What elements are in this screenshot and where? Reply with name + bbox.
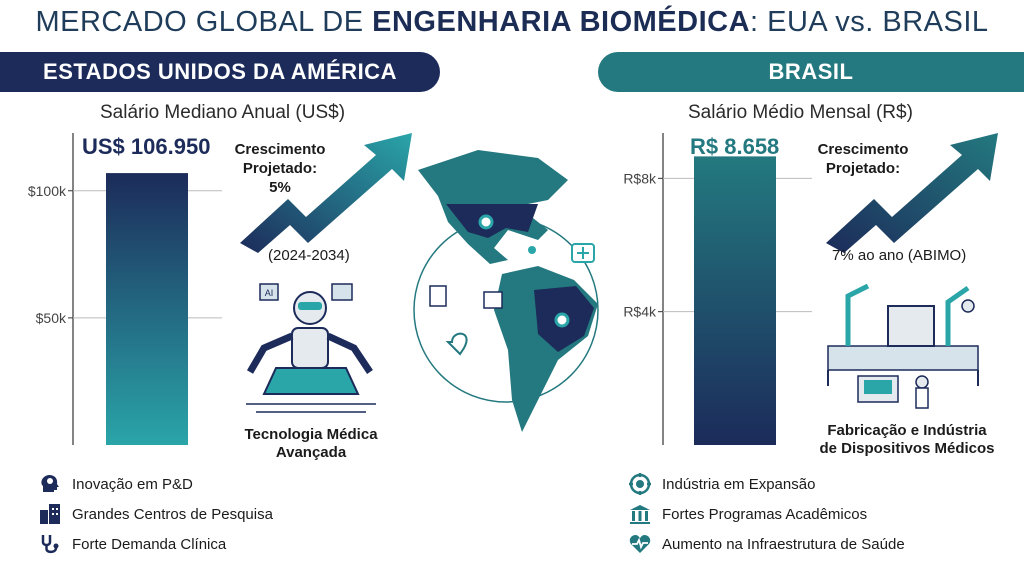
br-illustration-caption: Fabricação e Indústria de Dispositivos M…	[819, 422, 995, 457]
y-tick-label: R$4k	[623, 304, 657, 320]
y-tick-label: $100k	[28, 183, 67, 199]
us-salary-value: US$ 106.950	[82, 134, 211, 159]
y-tick-label: R$8k	[623, 170, 657, 186]
us-illustration-caption: Tecnologia Médica Avançada	[244, 426, 378, 461]
br-feature-list: Indústria em Expansão Fortes Programas A…	[628, 472, 905, 556]
br-feature-label: Indústria em Expansão	[662, 475, 816, 493]
br-growth-label: Crescimento Projetado:	[817, 141, 909, 177]
us-chart-title: Salário Mediano Anual (US$)	[100, 102, 346, 123]
us-feature-label: Forte Demanda Clínica	[72, 535, 227, 553]
br-feature-item: Indústria em Expansão	[628, 472, 905, 496]
us-feature-item: Forte Demanda Clínica	[38, 532, 273, 556]
us-growth-label: Crescimento Projetado: 5%	[234, 141, 326, 196]
br-feature-item: Fortes Programas Acadêmicos	[628, 502, 905, 526]
us-feature-item: Grandes Centros de Pesquisa	[38, 502, 273, 526]
factory-illustration	[827, 283, 979, 409]
gear-cycle-icon	[629, 473, 651, 495]
salary-bar	[694, 156, 776, 445]
us-feature-item: Inovação em P&D	[38, 472, 273, 496]
heart-pulse-icon	[629, 535, 651, 553]
buildings-icon	[40, 504, 60, 524]
brain-head-icon	[41, 475, 59, 492]
us-growth-period: (2024-2034)	[268, 247, 350, 264]
growth-arrow-icon	[826, 133, 998, 253]
brasil-banner: BRASIL	[598, 52, 1024, 92]
growth-arrow-icon	[240, 133, 412, 253]
page-title: MERCADO GLOBAL DE ENGENHARIA BIOMÉDICA: …	[0, 6, 1024, 39]
us-salary-chart: $50k $100k	[28, 133, 222, 446]
br-chart-title: Salário Médio Mensal (R$)	[688, 102, 913, 123]
svg-text:AI: AI	[265, 288, 274, 298]
americas-map	[413, 150, 599, 432]
br-feature-label: Fortes Programas Acadêmicos	[662, 505, 868, 523]
salary-bar	[106, 173, 188, 446]
us-banner: ESTADOS UNIDOS DA AMÉRICA	[0, 52, 440, 92]
br-salary-value: R$ 8.658	[690, 134, 780, 159]
robot-surgery-illustration: AI	[246, 283, 376, 413]
title-prefix: MERCADO GLOBAL DE	[35, 6, 373, 38]
y-tick-label: $50k	[36, 310, 67, 326]
br-growth-rate: 7% ao ano (ABIMO)	[832, 247, 967, 264]
br-feature-item: Aumento na Infraestrutura de Saúde	[628, 532, 905, 556]
us-feature-label: Inovação em P&D	[72, 475, 193, 493]
title-bold: ENGENHARIA BIOMÉDICA	[372, 6, 751, 38]
us-feature-label: Grandes Centros de Pesquisa	[72, 505, 273, 523]
br-feature-label: Aumento na Infraestrutura de Saúde	[662, 535, 905, 553]
stethoscope-icon	[41, 535, 59, 554]
br-salary-chart: R$4k R$8k	[623, 133, 812, 445]
title-suffix: : EUA vs. BRASIL	[750, 6, 989, 38]
us-feature-list: Inovação em P&D Grandes Centros de Pesqu…	[38, 472, 273, 556]
university-icon	[630, 505, 650, 524]
